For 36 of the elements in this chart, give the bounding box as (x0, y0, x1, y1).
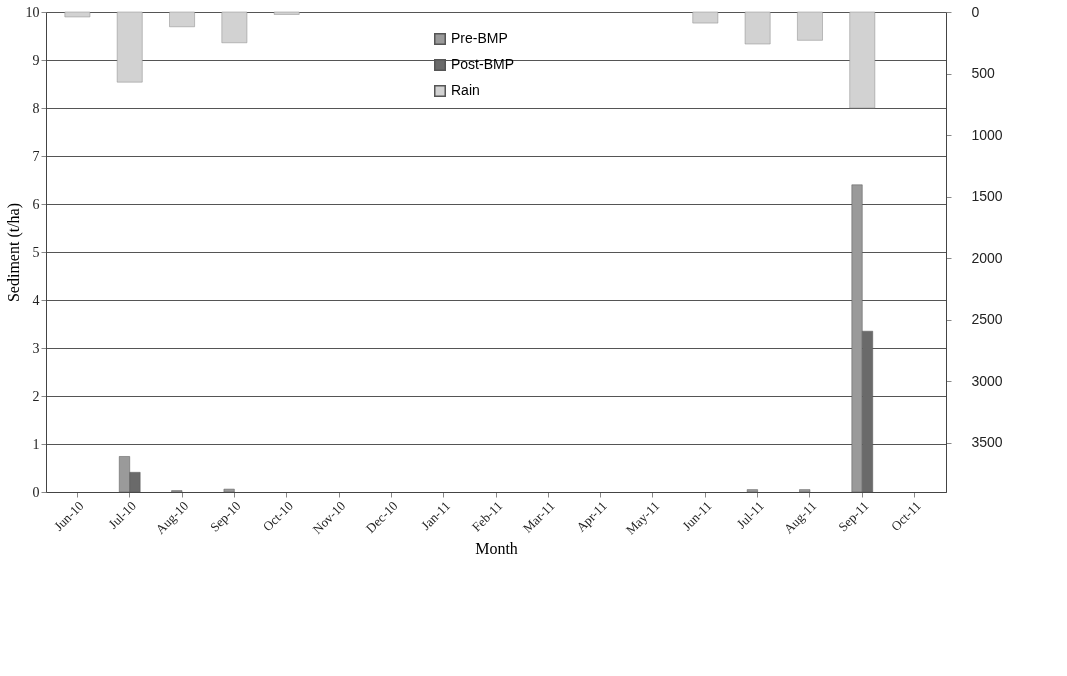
y2-tick-label: 500 (971, 65, 996, 82)
bar (692, 11, 719, 24)
bar (797, 11, 823, 41)
bar (799, 489, 811, 493)
y2-tick-label: 1500 (971, 188, 1003, 205)
y-tick-label: 2 (32, 388, 40, 404)
y-tick-label: 7 (32, 148, 40, 164)
bar (169, 11, 195, 28)
y-tick-label: 6 (32, 196, 40, 212)
y-axis-title: Sediment (t/ha) (4, 202, 23, 303)
y-tick-label: 4 (32, 292, 40, 308)
bar (273, 11, 300, 15)
y-tick-label: 3 (32, 340, 40, 356)
y2-tick-label: 2000 (971, 249, 1003, 266)
y2-tick-label: 3500 (971, 434, 1003, 451)
bar (849, 11, 876, 109)
bar (744, 11, 771, 45)
legend-label: Pre-BMP (451, 30, 508, 46)
y-tick-label: 9 (32, 52, 40, 68)
bar (64, 11, 91, 18)
y2-tick-label: 0 (971, 3, 980, 20)
y-tick-label: 8 (32, 100, 40, 116)
y-tick-label: 10 (25, 4, 40, 20)
bar (221, 11, 248, 44)
y2-tick-label: 2500 (971, 311, 1003, 328)
legend-label: Rain (451, 82, 480, 98)
y2-tick-label: 1000 (971, 126, 1003, 143)
bar (746, 489, 758, 493)
y-tick-label: 1 (32, 436, 40, 452)
y-tick-label: 5 (32, 244, 40, 260)
bar (223, 488, 235, 493)
bar (116, 11, 143, 83)
y-tick-label: 0 (32, 484, 40, 500)
legend-label: Post-BMP (451, 56, 515, 72)
y2-tick-label: 3000 (971, 372, 1003, 389)
x-axis-title: Month (475, 540, 518, 558)
